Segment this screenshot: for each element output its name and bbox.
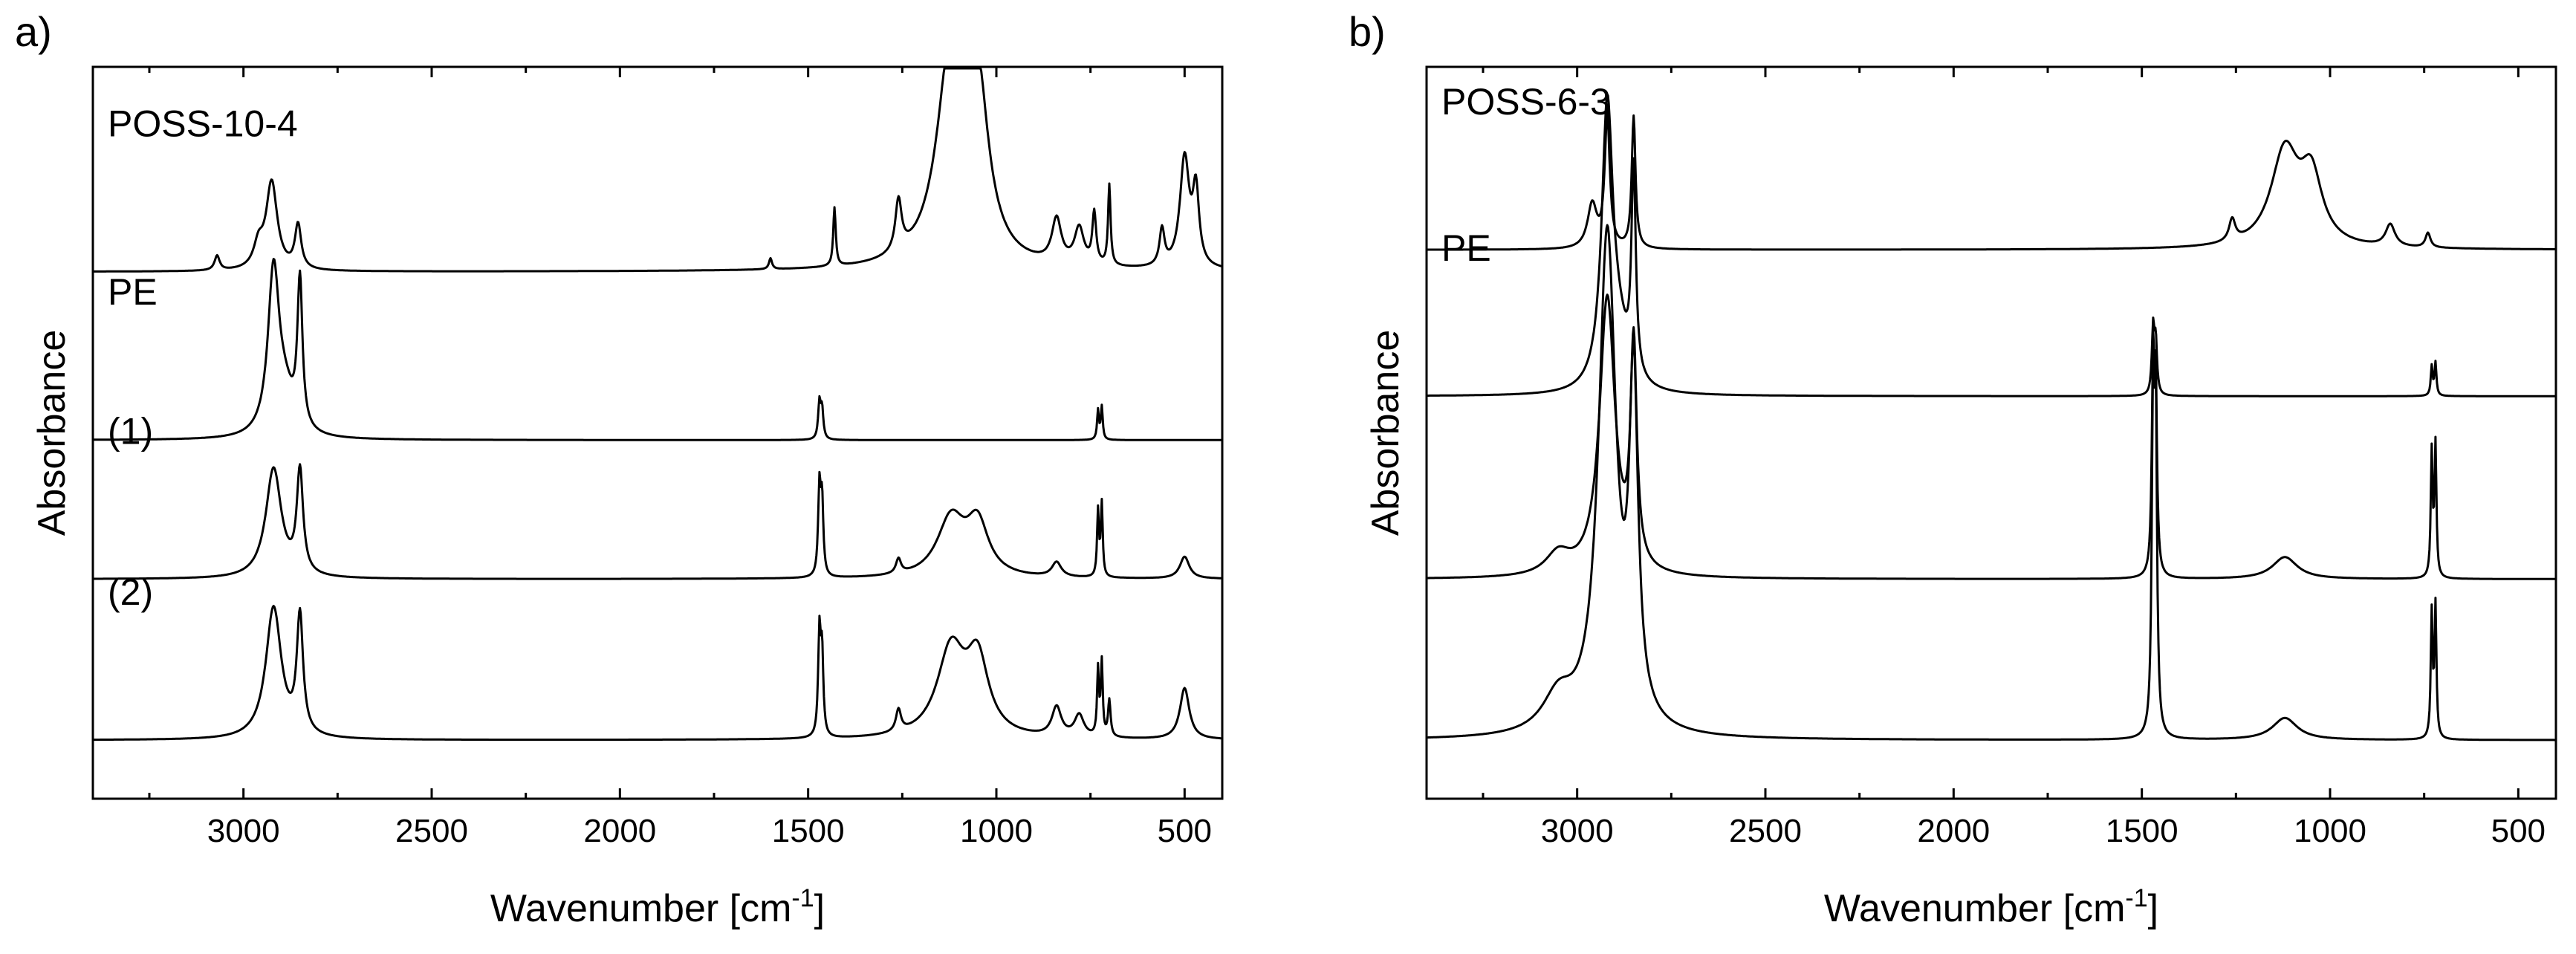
x-axis-title-end: ] — [2148, 887, 2158, 930]
chart-panel-2: POSS-6-3 PE 3000 2500 2000 1500 1000 500 Wavenum… — [1349, 8, 2557, 930]
plot-frame — [91, 65, 1224, 800]
series-label-3: (1) — [108, 410, 153, 452]
series-line-4 — [1426, 224, 2557, 742]
x-tick-label-2000: 2000 — [583, 813, 656, 849]
x-tick-label-1000: 1000 — [2294, 813, 2366, 849]
x-tick-label-3000: 3000 — [1541, 813, 1614, 849]
series-line-2 — [92, 258, 1223, 441]
x-axis-title-superscript: -1 — [2125, 884, 2147, 912]
series-line-4 — [92, 605, 1223, 742]
x-tick-label-1500: 1500 — [2106, 813, 2178, 849]
x-tick-label-2500: 2500 — [395, 813, 468, 849]
x-axis-title-end: ] — [814, 887, 825, 930]
series-line-1 — [92, 67, 1223, 273]
series-line-3 — [1426, 293, 2557, 580]
x-axis-title: Wavenumber [cm-1] — [1824, 884, 2158, 930]
series-label-1: POSS-6-3 — [1441, 81, 1611, 123]
series-line-2 — [1426, 93, 2557, 398]
series-label-1: POSS-10-4 — [108, 103, 298, 145]
x-tick-label-1000: 1000 — [960, 813, 1033, 849]
y-axis-title: Absorbance — [1364, 330, 1407, 536]
x-tick-label-3000: 3000 — [207, 813, 280, 849]
series-label-2: PE — [1441, 227, 1491, 269]
x-axis-title: Wavenumber [cm-1] — [490, 884, 825, 930]
series-label-2: PE — [108, 271, 158, 313]
x-tick-label-2500: 2500 — [1729, 813, 1802, 849]
x-tick-label-500: 500 — [1158, 813, 1212, 849]
y-axis-title: Absorbance — [30, 330, 74, 536]
plot-frame — [1425, 65, 2557, 800]
panel-label: b) — [1349, 8, 1386, 55]
x-tick-label-500: 500 — [2491, 813, 2546, 849]
x-tick-label-2000: 2000 — [1917, 813, 1990, 849]
series-line-3 — [92, 463, 1223, 580]
series-label-4: (2) — [108, 571, 153, 613]
x-tick-label-1500: 1500 — [772, 813, 845, 849]
chart-panel-1: POSS-10-4 PE (1) (2) 3000 2500 2000 1500 1000 500… — [15, 8, 1224, 930]
series-line-1 — [1426, 110, 2557, 251]
x-axis-title-superscript: -1 — [791, 884, 814, 912]
panel-label: a) — [15, 8, 52, 55]
